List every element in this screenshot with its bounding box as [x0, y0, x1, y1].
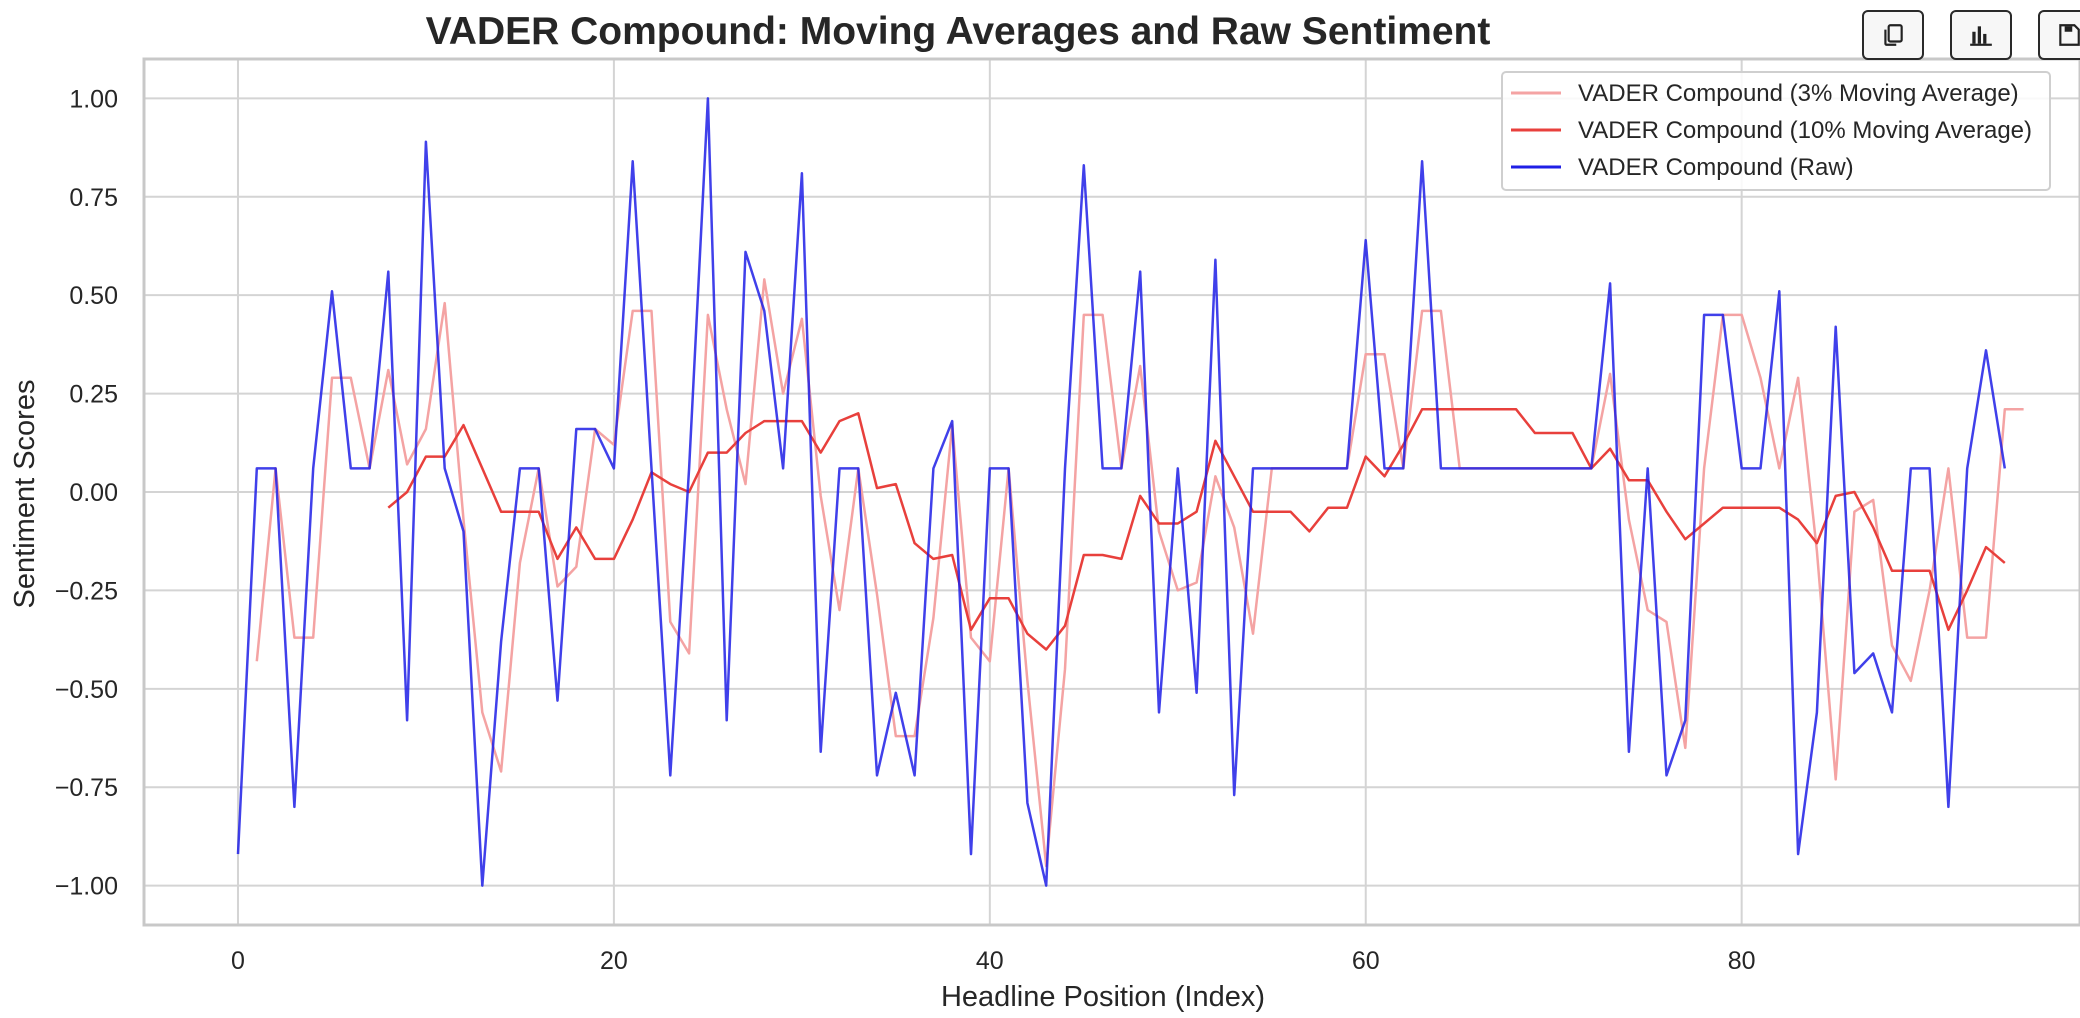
y-tick-label: 0.50 [69, 282, 118, 310]
chart-toolbar [1862, 10, 2080, 60]
chart-title: VADER Compound: Moving Averages and Raw … [426, 10, 1491, 53]
copy-button[interactable] [1862, 10, 1924, 60]
copy-icon [1884, 24, 1903, 46]
bar-chart-icon [1970, 26, 1992, 46]
legend-label-ma3: VADER Compound (3% Moving Average) [1578, 80, 2019, 107]
y-axis-label: Sentiment Scores [9, 380, 41, 609]
y-tick-label: −1.00 [55, 873, 118, 901]
y-tick-label: 0.75 [69, 184, 118, 212]
legend-label-raw: VADER Compound (Raw) [1578, 154, 1854, 181]
legend: VADER Compound (3% Moving Average) VADER… [1501, 71, 2051, 191]
y-tick-label: 0.25 [69, 381, 118, 409]
bar-chart-button[interactable] [1950, 10, 2012, 60]
x-tick-label: 60 [1352, 947, 1380, 975]
y-tick-label: −0.75 [55, 774, 118, 802]
y-tick-label: −0.50 [55, 676, 118, 704]
y-tick-label: −0.25 [55, 577, 118, 605]
x-tick-label: 0 [231, 947, 245, 975]
y-tick-label: 1.00 [69, 85, 118, 113]
x-tick-label: 80 [1728, 947, 1756, 975]
save-icon [2059, 24, 2080, 46]
legend-box [1501, 71, 2051, 191]
y-tick-label: 0.00 [69, 479, 118, 507]
series-line-raw [236, 97, 2007, 887]
save-button[interactable] [2038, 10, 2080, 60]
series-layer [236, 97, 2024, 887]
x-tick-label: 40 [976, 947, 1004, 975]
series-line-ma3 [255, 278, 2024, 868]
legend-label-ma10: VADER Compound (10% Moving Average) [1578, 117, 2032, 144]
x-axis-label: Headline Position (Index) [941, 981, 1265, 1013]
series-line-ma10 [387, 408, 2006, 651]
x-tick-label: 20 [600, 947, 628, 975]
plot-area-frame [142, 57, 2080, 927]
tick-labels: 1.00 0.75 0.50 0.25 0.00 −0.25 −0.50 −0.75 −1.00… [55, 85, 1756, 975]
